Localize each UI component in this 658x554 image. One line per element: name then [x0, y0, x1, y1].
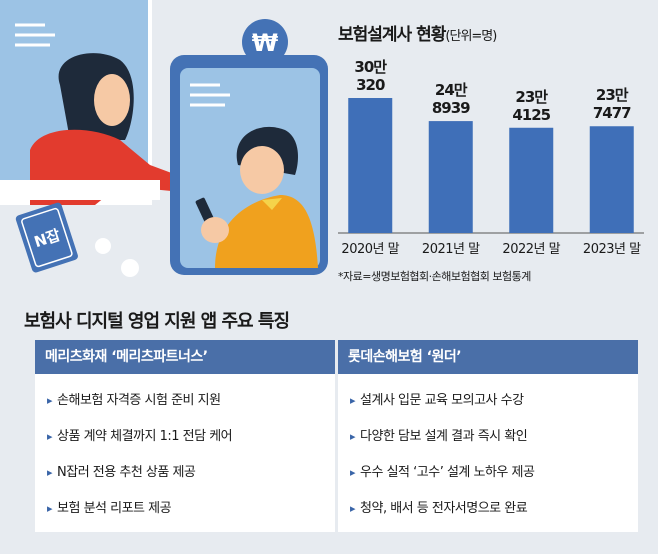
man-shirt — [215, 195, 318, 268]
man-hand — [201, 217, 229, 243]
feature-item: 다양한 담보 설계 결과 즉시 확인 — [350, 422, 638, 458]
x-tick-label: 2022년 말 — [502, 242, 560, 257]
data-label: 23만 — [515, 88, 548, 106]
feature-card-heading: 롯데손해보험 ‘원더’ — [338, 340, 638, 374]
feature-item: 청약, 배서 등 전자서명으로 완료 — [350, 494, 638, 530]
decor-circle — [95, 238, 111, 254]
bar — [589, 126, 634, 233]
feature-item: 상품 계약 체결까지 1:1 전담 케어 — [47, 422, 335, 458]
bar — [509, 127, 554, 233]
chart-source: *자료=생명보험협회·손해보험협회 보험통계 — [338, 270, 531, 283]
chart-unit: (단위=명) — [445, 29, 497, 44]
data-label: 8939 — [432, 99, 470, 117]
feature-item: 보험 분석 리포트 제공 — [47, 494, 335, 530]
decor-circle — [121, 259, 139, 277]
man-face — [240, 146, 284, 194]
won-icon: ₩ — [252, 29, 279, 57]
bar — [348, 98, 393, 233]
data-label: 7477 — [593, 104, 631, 122]
chart-title: 보험설계사 현황(단위=명) — [338, 20, 497, 45]
feature-item: N잡러 전용 추천 상품 제공 — [47, 458, 335, 494]
phone-lines — [190, 83, 230, 107]
feature-list: 손해보험 자격증 시험 준비 지원 상품 계약 체결까지 1:1 전담 케어 N… — [35, 374, 335, 530]
njob-badge — [15, 202, 78, 273]
currency-circle — [242, 19, 288, 65]
data-label: 30만 — [354, 58, 387, 76]
feature-item: 설계사 입문 교육 모의고사 수강 — [350, 386, 638, 422]
feature-card-meritz: 메리츠화재 ‘메리츠파트너스’ 손해보험 자격증 시험 준비 지원 상품 계약 … — [35, 340, 335, 532]
feature-item: 우수 실적 ‘고수’ 설계 노하우 제공 — [350, 458, 638, 494]
data-label: 24만 — [435, 81, 468, 99]
x-tick-label: 2020년 말 — [341, 242, 399, 257]
section-title: 보험사 디지털 영업 지원 앱 주요 특징 — [24, 311, 290, 332]
x-tick-label: 2023년 말 — [583, 242, 641, 257]
counter — [0, 180, 160, 200]
feature-card-heading: 메리츠화재 ‘메리츠파트너스’ — [35, 340, 335, 374]
chart-title-text: 보험설계사 현황 — [338, 25, 446, 45]
smartphone-icon — [195, 197, 215, 225]
feature-list: 설계사 입문 교육 모의고사 수강 다양한 담보 설계 결과 즉시 확인 우수 … — [338, 374, 638, 530]
data-label: 4125 — [512, 106, 550, 124]
window-lines — [15, 23, 55, 47]
feature-card-lotte: 롯데손해보험 ‘원더’ 설계사 입문 교육 모의고사 수강 다양한 담보 설계 … — [338, 340, 638, 532]
man-collar — [262, 198, 282, 210]
x-tick-label: 2021년 말 — [422, 242, 480, 257]
data-label: 320 — [356, 76, 385, 94]
data-label: 23만 — [596, 86, 629, 104]
woman-face — [94, 74, 130, 126]
illustration: N잡 ₩ — [0, 0, 328, 277]
feature-item: 손해보험 자격증 시험 준비 지원 — [47, 386, 335, 422]
bar — [428, 121, 473, 233]
